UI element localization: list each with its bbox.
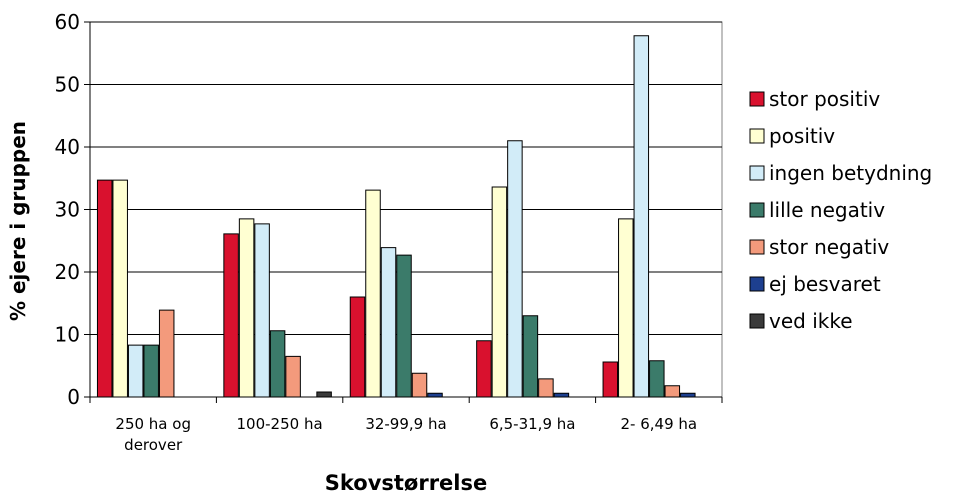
bar-stor-negativ [538,378,554,398]
bar-positiv [112,179,128,398]
x-tick-labels: 250 ha og derover 100-250 ha 32-99,9 ha 6,5-… [115,415,697,454]
x-axis-label: Skovstørrelse [325,471,488,495]
legend-swatch [749,276,765,292]
legend-label: lille negativ [769,198,885,222]
y-tick-label: 0 [67,385,80,409]
legend-label: positiv [769,124,835,148]
x-tick-label: derover [124,436,183,454]
bar-positiv [365,189,381,398]
x-tick-label: 100-250 ha [237,415,323,433]
bar-stor-negativ [411,372,428,398]
bar-ej-besvaret [427,392,443,398]
legend-item: positiv [749,124,835,148]
y-tick-label: 10 [55,323,80,347]
legend-label: ej besvaret [769,272,881,296]
y-tick-label: 30 [55,198,80,222]
bar-stor-negativ [158,309,175,398]
bar-ved-ikke [316,391,332,398]
bar-lille-negativ [396,254,412,398]
bar-stor-negativ [285,355,301,398]
bar-positiv [491,186,508,398]
legend-item: lille negativ [749,198,885,222]
legend-item: ingen betydning [749,161,932,185]
legend-label: ved ikke [769,309,853,333]
legend-label: stor negativ [769,235,889,259]
bar-lille-negativ [522,315,539,398]
y-axis-label: % ejere i gruppen [6,121,30,321]
bar-ingen-betydning [380,247,397,398]
bars [96,35,696,398]
y-tick-label: 20 [55,260,80,284]
bar-lille-negativ [143,344,159,398]
bar-stor-positiv [349,296,366,398]
x-tick-label: 2- 6,49 ha [621,415,698,433]
legend-swatch [749,165,765,181]
bar-stor-positiv [223,233,239,398]
bar-positiv [238,218,255,398]
y-tick-label: 60 [55,10,80,34]
legend: stor positiv positiv ingen betydning lille … [749,87,932,333]
bar-stor-positiv [96,179,113,398]
legend-item: stor negativ [749,235,889,259]
legend-swatch [749,91,765,107]
y-tick-label: 50 [55,73,80,97]
bar-ingen-betydning [633,35,650,398]
legend-swatch [749,239,765,255]
axes [84,21,723,403]
legend-label: ingen betydning [769,161,932,185]
x-tick-label: 32-99,9 ha [365,415,446,433]
legend-item: stor positiv [749,87,880,111]
legend-label: stor positiv [769,87,880,111]
legend-swatch [749,202,765,218]
bar-ej-besvaret [680,392,696,398]
y-tick-labels: 0 10 20 30 40 50 60 [55,10,80,409]
bar-stor-negativ [664,385,681,398]
bar-ingen-betydning [127,344,144,398]
bar-stor-positiv [602,361,619,398]
bar-positiv [618,218,634,398]
x-tick-label: 6,5-31,9 ha [489,415,575,433]
bar-lille-negativ [269,330,286,398]
bar-ingen-betydning [507,140,523,398]
legend-swatch [749,128,765,144]
legend-item: ved ikke [749,309,853,333]
bar-lille-negativ [649,360,665,398]
y-tick-label: 40 [55,135,80,159]
legend-item: ej besvaret [749,272,881,296]
bar-ingen-betydning [254,223,270,398]
bar-ej-besvaret [553,392,570,398]
legend-swatch [749,313,765,329]
x-tick-label: 250 ha og [115,415,191,433]
bar-stor-positiv [476,340,492,398]
